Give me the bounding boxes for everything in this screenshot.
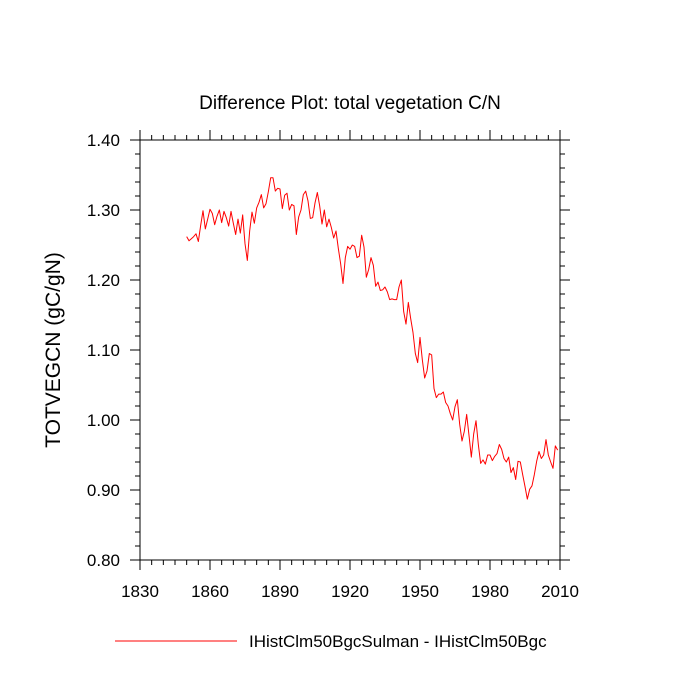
- plot-frame: [139, 139, 561, 561]
- legend: IHistClm50BgcSulman - IHistClm50Bgc: [115, 632, 547, 651]
- y-axis-label: TOTVEGCN (gC/gN): [42, 252, 65, 448]
- x-tick-label: 2010: [541, 582, 579, 601]
- y-tick-label: 0.90: [87, 481, 120, 500]
- x-tick-label: 1890: [261, 582, 299, 601]
- series-line: [186, 177, 559, 500]
- y-tick-label: 1.20: [87, 271, 120, 290]
- x-tick-label: 1830: [121, 582, 159, 601]
- chart-title: Difference Plot: total vegetation C/N: [199, 93, 501, 114]
- axis-tick-labels: 1830 1860 1890 1920 1950 1980 2010 0.80 0.90 1.00…: [87, 131, 579, 601]
- legend-label: IHistClm50BgcSulman - IHistClm50Bgc: [249, 632, 547, 651]
- x-tick-label: 1950: [401, 582, 439, 601]
- y-tick-label: 1.00: [87, 411, 120, 430]
- x-tick-label: 1860: [191, 582, 229, 601]
- y-tick-label: 1.40: [87, 131, 120, 150]
- x-tick-label: 1980: [471, 582, 509, 601]
- y-tick-label: 1.10: [87, 341, 120, 360]
- y-tick-label: 0.80: [87, 551, 120, 570]
- data-series: [186, 177, 559, 500]
- y-tick-label: 1.30: [87, 201, 120, 220]
- axis-ticks: [130, 130, 570, 570]
- x-tick-label: 1920: [331, 582, 369, 601]
